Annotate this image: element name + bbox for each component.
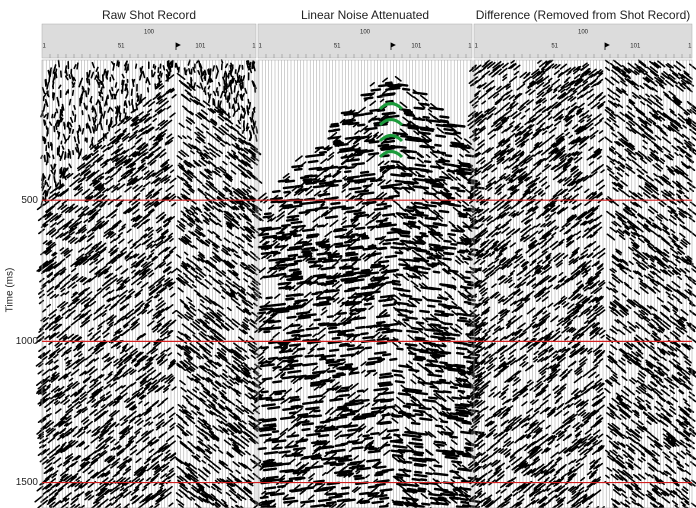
header-label: 1 (252, 44, 256, 50)
header-top: 100 (578, 30, 589, 36)
header-strip (41, 23, 257, 59)
header-label: 101 (195, 44, 206, 50)
panel-title: Raw Shot Record (102, 8, 196, 22)
header-top: 100 (144, 30, 155, 36)
panel-frame (473, 59, 693, 508)
header-label: 101 (411, 44, 422, 50)
header-label: 101 (630, 44, 641, 50)
y-tick-label: 1000 (16, 336, 39, 347)
header-label: 51 (551, 44, 558, 50)
seismic-reflections (257, 81, 485, 508)
panel-title: Linear Noise Attenuated (301, 8, 429, 22)
shot-flag (175, 42, 181, 50)
header-label: 1 (688, 44, 692, 50)
header-label: 1 (475, 44, 479, 50)
highlight-arc (378, 134, 404, 143)
header-label: 51 (334, 44, 341, 50)
y-axis-label: Time (ms) (5, 268, 16, 313)
header-label: 1 (42, 44, 46, 50)
y-tick-label: 1500 (16, 477, 39, 488)
seismic-events (466, 59, 696, 508)
highlight-arc (378, 102, 404, 111)
highlight-arc (378, 118, 404, 127)
shot-flag (390, 42, 396, 50)
header-top: 100 (360, 30, 371, 36)
seismic-events (34, 59, 264, 508)
panel-title: Difference (Removed from Shot Record) (476, 8, 691, 22)
panel-frame (257, 59, 473, 508)
highlight-arc (378, 150, 404, 159)
header-label: 1 (468, 44, 472, 50)
header-label: 51 (118, 44, 125, 50)
header-strip (473, 23, 693, 59)
shot-flag (604, 42, 610, 50)
header-label: 1 (258, 44, 262, 50)
panel-frame (41, 59, 257, 508)
y-tick-label: 500 (21, 195, 38, 206)
header-strip (257, 23, 473, 59)
